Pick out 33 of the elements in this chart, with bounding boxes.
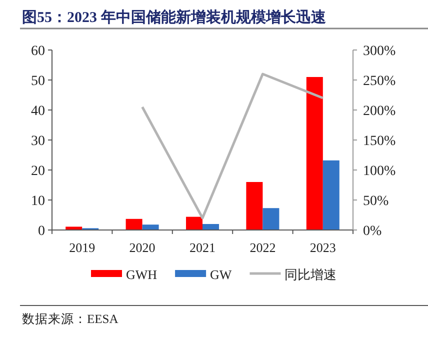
y2-tick-label: 250% [363,74,396,89]
bar [186,216,202,230]
y-tick-label: 40 [31,104,45,119]
legend-label: GW [210,267,232,282]
bar [202,224,219,230]
bar [126,218,142,230]
bar [66,226,82,230]
legend-label: GWH [126,267,158,282]
bar [246,182,263,230]
y2-tick-label: 150% [363,134,396,149]
x-tick-label: 2020 [129,240,156,255]
y-tick-label: 10 [31,194,45,209]
y2-tick-label: 100% [363,164,396,179]
bar [322,160,340,230]
x-tick-label: 2023 [310,240,336,255]
y2-tick-label: 300% [363,44,396,59]
x-tick-label: 2021 [190,240,216,255]
legend-label: 同比增速 [284,267,337,282]
bar [306,77,323,230]
source-note: 数据来源：EESA [22,312,118,326]
x-tick-label: 2019 [69,240,96,255]
bar [262,208,280,230]
y2-tick-label: 50% [363,194,389,209]
chart-title: 图55：2023 年中国储能新增装机规模增长迅速 [22,8,327,26]
y-tick-label: 30 [31,134,45,149]
y-tick-label: 0 [38,224,45,239]
y2-tick-label: 200% [363,104,396,119]
y-tick-label: 50 [31,74,45,89]
y-tick-label: 20 [31,164,45,179]
x-tick-label: 2022 [250,240,276,255]
y2-tick-label: 0% [363,224,382,239]
bar [142,224,159,230]
y-tick-label: 60 [31,44,45,59]
